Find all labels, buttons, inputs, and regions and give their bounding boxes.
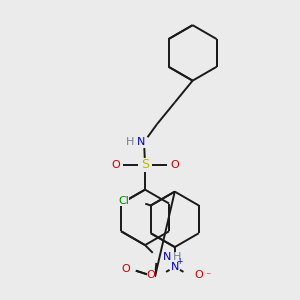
Text: O: O — [111, 160, 120, 170]
Text: ⁻: ⁻ — [205, 271, 210, 281]
Text: N: N — [163, 252, 171, 262]
Text: N: N — [137, 137, 145, 147]
Text: Cl: Cl — [118, 196, 129, 206]
Text: +: + — [176, 257, 183, 266]
Text: O: O — [170, 160, 179, 170]
Text: H: H — [126, 137, 134, 147]
Text: O: O — [194, 270, 203, 280]
Text: S: S — [141, 158, 149, 171]
Text: O: O — [147, 270, 155, 280]
Text: N: N — [171, 262, 179, 272]
Text: H: H — [172, 252, 181, 262]
Text: O: O — [122, 264, 130, 274]
